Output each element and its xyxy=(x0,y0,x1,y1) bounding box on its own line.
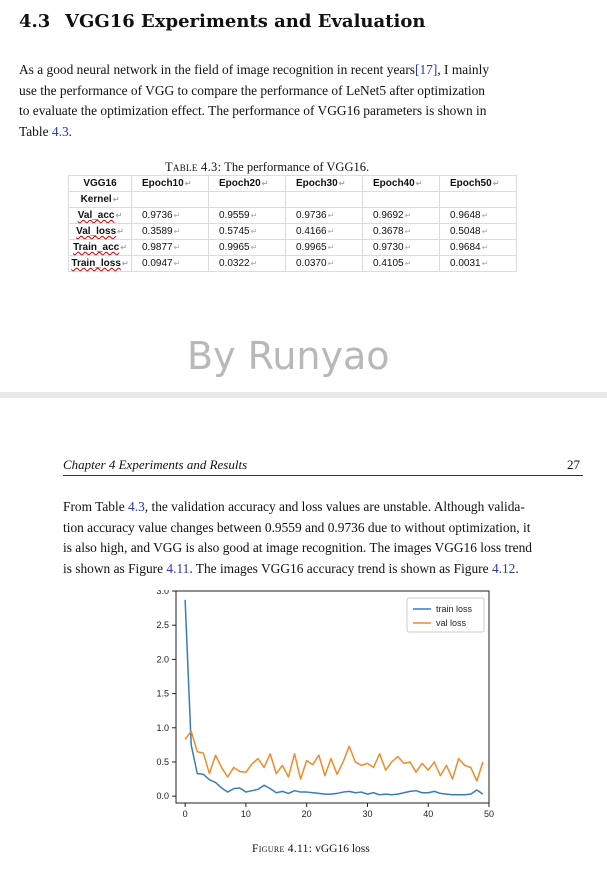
figure-ref-link[interactable]: 4.12 xyxy=(491,560,516,576)
table-cell: 0.3589↵ xyxy=(131,223,209,240)
series-line-train-loss xyxy=(184,599,484,796)
table-caption: Table 4.3: The performance of VGG16. xyxy=(165,160,369,175)
y-tick-label: 1.0 xyxy=(156,723,169,733)
figure-caption-text: vGG16 loss xyxy=(312,843,370,855)
y-tick-label: 3.0 xyxy=(156,590,169,596)
header-rule xyxy=(63,475,583,476)
col-header: Epoch10↵ xyxy=(131,175,209,192)
series-line-val-loss xyxy=(184,730,484,782)
page-number: 27 xyxy=(567,457,580,472)
table-cell: 0.9559↵ xyxy=(208,207,286,224)
paragraph-line: is shown as Figure 4.11. The images VGG1… xyxy=(63,560,519,576)
table-cell: 0.9692↵ xyxy=(362,207,440,224)
col-header: Epoch50↵ xyxy=(439,175,517,192)
table-cell: 0.0031↵ xyxy=(439,255,517,272)
table-corner-header: VGG16 xyxy=(68,175,132,192)
citation-link[interactable]: [17] xyxy=(415,62,438,77)
y-tick-label: 2.0 xyxy=(156,654,169,664)
table-header-row-2: Kernel↵ xyxy=(68,191,517,208)
table-caption-text: The performance of VGG16. xyxy=(221,160,370,174)
table-ref-link[interactable]: 4.3 xyxy=(128,499,145,514)
table-cell: 0.5745↵ xyxy=(208,223,286,240)
x-tick-label: 20 xyxy=(302,809,312,819)
col-header: Epoch40↵ xyxy=(362,175,440,192)
table-cell: 0.0322↵ xyxy=(208,255,286,272)
row-label: Val_acc↵ xyxy=(68,207,132,224)
figure-caption: Figure 4.11: vGG16 loss xyxy=(252,843,370,855)
row-label: Train_acc↵ xyxy=(68,239,132,256)
table-header-row: VGG16 Epoch10↵ Epoch20↵ Epoch30↵ Epoch40… xyxy=(68,175,517,192)
table-cell: 0.9965↵ xyxy=(208,239,286,256)
x-tick-label: 50 xyxy=(484,809,494,819)
table-cell: 0.9736↵ xyxy=(131,207,209,224)
table-cell: 0.9730↵ xyxy=(362,239,440,256)
y-tick-label: 1.5 xyxy=(156,689,169,699)
paragraph-line: to evaluate the optimization effect. The… xyxy=(19,103,487,118)
table-row: Val_loss↵ 0.3589↵ 0.5745↵ 0.4166↵ 0.3678… xyxy=(68,223,517,240)
paragraph-results: From Table 4.3, the validation accuracy … xyxy=(63,497,585,579)
table-cell: 0.0370↵ xyxy=(285,255,363,272)
table-cell: 0.9877↵ xyxy=(131,239,209,256)
loss-chart: 0.0 0.5 1.0 1.5 2.0 2.5 3.0 0 10 20 30 40 50 train lo… xyxy=(156,590,494,819)
legend-label: train loss xyxy=(436,604,473,614)
y-tick-label: 0.5 xyxy=(156,757,169,767)
paragraph-line: is also high, and VGG is also good at im… xyxy=(63,540,532,555)
table-cell: 0.5048↵ xyxy=(439,223,517,240)
table-row: Train_acc↵ 0.9877↵ 0.9965↵ 0.9965↵ 0.973… xyxy=(68,239,517,256)
table-cell: 0.9684↵ xyxy=(439,239,517,256)
table-caption-label: Table 4.3: xyxy=(165,160,222,174)
row-label: Val_loss↵ xyxy=(68,223,132,240)
section-title: VGG16 Experiments and Evaluation xyxy=(65,11,426,32)
y-tick-label: 0.0 xyxy=(156,791,169,801)
performance-table: VGG16 Epoch10↵ Epoch20↵ Epoch30↵ Epoch40… xyxy=(68,175,517,272)
table-row: Train_loss↵ 0.0947↵ 0.0322↵ 0.0370↵ 0.41… xyxy=(68,255,517,272)
watermark: By Runyao xyxy=(187,334,390,378)
x-tick-label: 10 xyxy=(241,809,251,819)
figure-caption-label: Figure 4.11: xyxy=(252,843,313,855)
table-corner-header-2: Kernel↵ xyxy=(68,191,132,208)
x-tick-label: 30 xyxy=(362,809,372,819)
table-cell: 0.9648↵ xyxy=(439,207,517,224)
paragraph-line: use the performance of VGG to compare th… xyxy=(19,82,485,98)
paragraph-intro: As a good neural network in the field of… xyxy=(19,60,549,142)
running-head: Chapter 4 Experiments and Results xyxy=(63,457,248,472)
paragraph-line: As a good neural network in the field of… xyxy=(19,62,490,77)
table-ref-link[interactable]: 4.3 xyxy=(51,123,69,139)
x-tick-label: 0 xyxy=(183,809,188,819)
paragraph-line: From Table 4.3, the validation accuracy … xyxy=(63,499,525,514)
table-cell: 0.9965↵ xyxy=(285,239,363,256)
table-row: Val_acc↵ 0.9736↵ 0.9559↵ 0.9736↵ 0.9692↵… xyxy=(68,207,517,224)
legend-label: val loss xyxy=(436,618,467,628)
col-header: Epoch20↵ xyxy=(208,175,286,192)
table-cell: 0.9736↵ xyxy=(285,207,363,224)
paragraph-line: tion accuracy value changes between 0.95… xyxy=(63,519,531,535)
page-break xyxy=(0,392,607,398)
paragraph-line: Table 4.3. xyxy=(19,123,73,139)
col-header: Epoch30↵ xyxy=(285,175,363,192)
row-label: Train_loss↵ xyxy=(68,255,132,272)
figure-ref-link[interactable]: 4.11 xyxy=(166,560,190,576)
table-cell: 0.4166↵ xyxy=(285,223,363,240)
x-tick-label: 40 xyxy=(423,809,433,819)
table-cell: 0.4105↵ xyxy=(362,255,440,272)
table-cell: 0.0947↵ xyxy=(131,255,209,272)
y-tick-label: 2.5 xyxy=(156,620,169,630)
section-number: 4.3 xyxy=(19,11,51,32)
plot-frame xyxy=(175,590,490,804)
table-cell: 0.3678↵ xyxy=(362,223,440,240)
